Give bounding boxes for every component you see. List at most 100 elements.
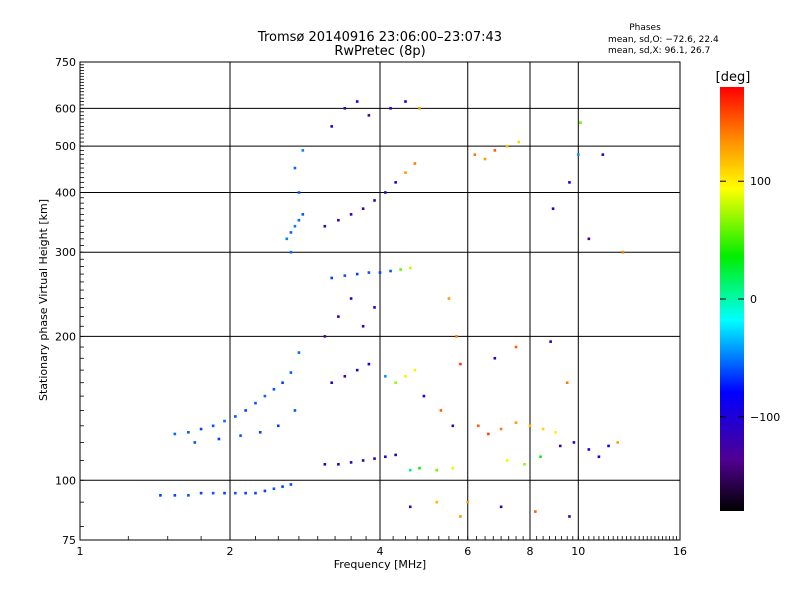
data-point bbox=[367, 114, 371, 117]
data-point bbox=[493, 356, 497, 360]
data-point bbox=[394, 381, 397, 385]
x-tick-label: 10 bbox=[571, 545, 585, 558]
data-point bbox=[187, 494, 190, 497]
data-point bbox=[554, 431, 557, 434]
data-point bbox=[263, 394, 267, 398]
data-point bbox=[528, 424, 532, 428]
data-point bbox=[413, 162, 417, 165]
data-point bbox=[607, 444, 610, 448]
data-point bbox=[343, 274, 347, 277]
data-point bbox=[384, 191, 387, 194]
data-point bbox=[211, 424, 215, 428]
x-ticks: 1 2 4 6 8 10 16 bbox=[77, 536, 687, 558]
data-point bbox=[199, 491, 203, 495]
data-point bbox=[597, 455, 601, 459]
data-point bbox=[367, 362, 371, 366]
data-point bbox=[323, 335, 327, 338]
data-point bbox=[378, 271, 382, 274]
data-point bbox=[505, 144, 509, 148]
x-tick-label: 6 bbox=[464, 545, 471, 558]
data-point bbox=[549, 340, 552, 343]
colorbar-ticks: 100 0 −100 bbox=[720, 175, 780, 424]
y-tick-label: 750 bbox=[55, 56, 76, 69]
data-point bbox=[361, 207, 365, 210]
data-point bbox=[193, 441, 197, 444]
data-point bbox=[459, 515, 462, 518]
data-point bbox=[534, 510, 537, 513]
stats-o: mean, sd,O: −72.6, 22.4 bbox=[608, 35, 719, 45]
y-tick-label: 200 bbox=[55, 330, 76, 343]
data-point bbox=[244, 491, 247, 495]
data-point bbox=[621, 250, 625, 254]
data-point bbox=[384, 375, 387, 378]
data-point bbox=[337, 463, 340, 466]
data-point bbox=[439, 409, 443, 412]
data-point bbox=[505, 459, 509, 462]
data-point bbox=[244, 409, 247, 412]
data-point bbox=[349, 461, 353, 464]
data-point bbox=[384, 455, 387, 459]
data-point bbox=[217, 437, 221, 441]
data-point bbox=[330, 125, 334, 128]
data-point bbox=[272, 388, 276, 391]
data-point bbox=[568, 515, 571, 518]
colorbar-label: [deg] bbox=[716, 70, 751, 85]
colorbar-tick-label: 0 bbox=[750, 293, 757, 306]
data-point bbox=[576, 153, 580, 156]
data-point bbox=[413, 368, 417, 372]
y-axis-label: Stationary phase Virtual Height [km] bbox=[37, 199, 50, 401]
data-point bbox=[337, 315, 340, 318]
data-point bbox=[263, 489, 267, 493]
y-tick-label: 300 bbox=[55, 246, 76, 259]
data-point bbox=[523, 463, 526, 466]
data-point bbox=[258, 431, 262, 434]
colorbar-tick-label: 100 bbox=[750, 175, 771, 188]
data-point bbox=[355, 100, 359, 103]
chart-title: Tromsø 20140916 23:06:00–23:07:43 bbox=[257, 30, 502, 45]
data-point bbox=[234, 491, 237, 495]
data-point bbox=[587, 448, 591, 451]
data-point bbox=[289, 231, 293, 234]
data-point bbox=[493, 149, 497, 152]
data-point bbox=[337, 218, 340, 222]
data-point bbox=[173, 432, 177, 436]
data-point bbox=[234, 415, 237, 418]
data-point bbox=[579, 121, 582, 124]
data-point bbox=[408, 505, 412, 509]
data-point bbox=[459, 362, 462, 366]
y-ticks: 75 100 200 300 400 500 600 750 bbox=[55, 56, 84, 547]
y-tick-label: 600 bbox=[55, 102, 76, 115]
data-point bbox=[199, 427, 203, 431]
x-tick-label: 1 bbox=[77, 545, 84, 558]
data-point bbox=[355, 368, 359, 372]
data-point bbox=[601, 153, 605, 156]
grid bbox=[80, 62, 680, 540]
y-tick-label: 500 bbox=[55, 140, 76, 153]
data-point bbox=[404, 100, 407, 103]
chart-subtitle: RwPretec (8p) bbox=[334, 44, 425, 59]
data-point bbox=[276, 424, 280, 428]
x-tick-label: 2 bbox=[227, 545, 234, 558]
x-tick-label: 16 bbox=[673, 545, 687, 558]
data-point bbox=[367, 271, 371, 274]
data-point bbox=[281, 381, 284, 385]
data-point bbox=[323, 224, 327, 228]
data-point bbox=[159, 494, 162, 497]
data-point bbox=[514, 421, 518, 424]
data-point bbox=[297, 218, 301, 222]
stats-x: mean, sd,X: 96.1, 26.7 bbox=[608, 46, 710, 56]
data-points bbox=[159, 100, 625, 518]
data-point bbox=[587, 237, 591, 241]
data-point bbox=[451, 466, 455, 470]
data-point bbox=[285, 237, 289, 241]
data-point bbox=[297, 191, 301, 194]
data-point bbox=[517, 140, 521, 144]
data-point bbox=[558, 444, 562, 448]
data-point bbox=[281, 485, 284, 488]
data-point bbox=[451, 424, 455, 428]
data-point bbox=[289, 483, 293, 486]
data-point bbox=[289, 250, 293, 254]
y-tick-label: 75 bbox=[62, 534, 76, 547]
data-point bbox=[297, 351, 301, 354]
data-point bbox=[408, 266, 412, 270]
